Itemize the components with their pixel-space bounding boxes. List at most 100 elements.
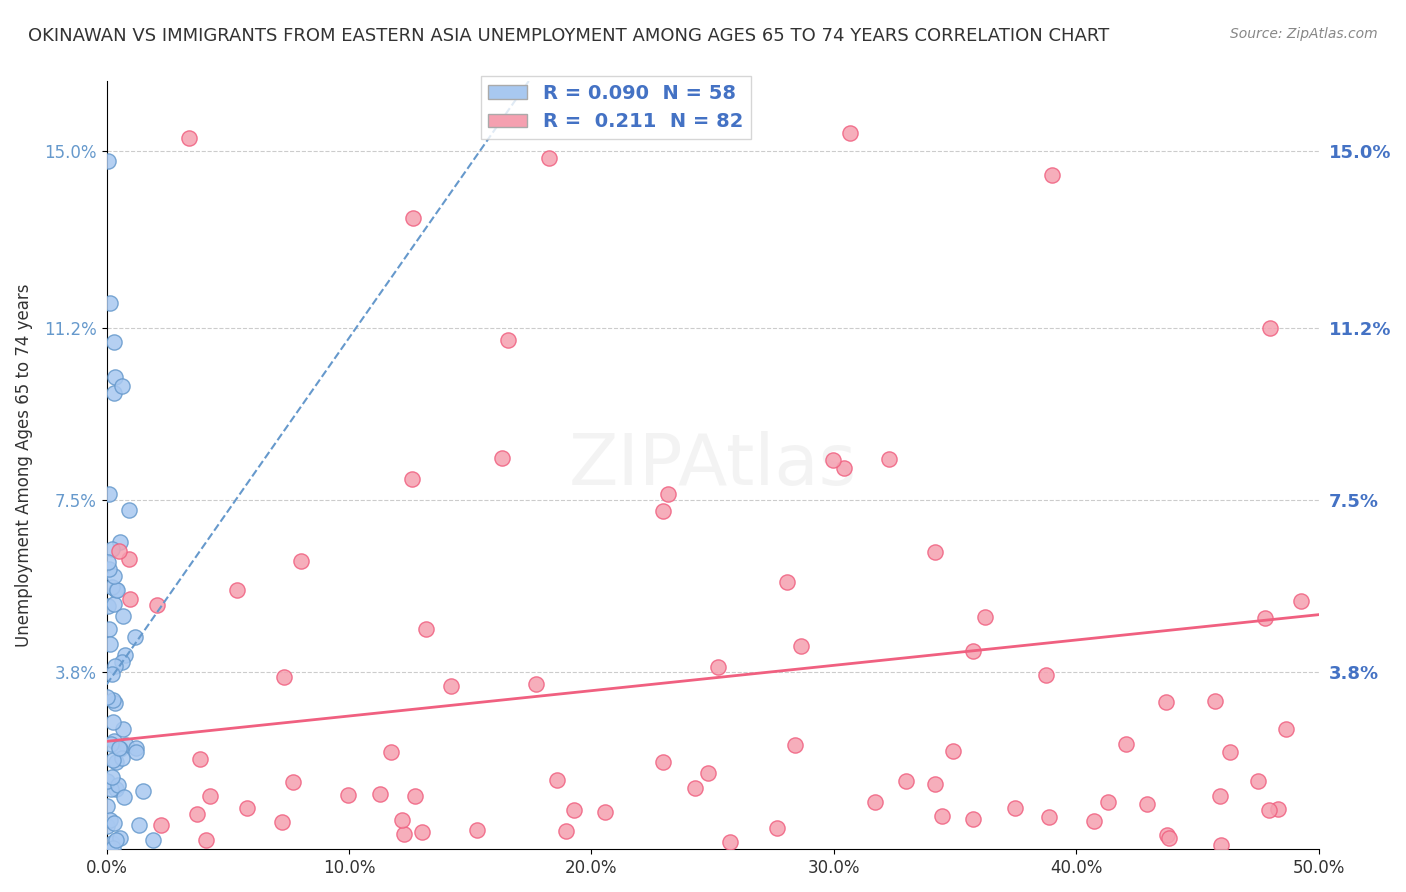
Point xyxy=(105,755,128,769)
Point xyxy=(336,789,359,803)
Point xyxy=(97,555,120,569)
Point xyxy=(1254,611,1277,625)
Point xyxy=(718,835,741,849)
Point xyxy=(101,542,124,557)
Point xyxy=(281,774,304,789)
Point xyxy=(112,722,135,736)
Point xyxy=(440,679,463,693)
Point xyxy=(111,609,134,624)
Point xyxy=(115,738,138,752)
Point xyxy=(103,816,125,830)
Point xyxy=(942,744,965,758)
Point xyxy=(404,789,426,803)
Point xyxy=(1204,694,1226,708)
Point xyxy=(188,752,211,766)
Point xyxy=(1004,800,1026,814)
Point xyxy=(1035,668,1057,682)
Text: OKINAWAN VS IMMIGRANTS FROM EASTERN ASIA UNEMPLOYMENT AMONG AGES 65 TO 74 YEARS : OKINAWAN VS IMMIGRANTS FROM EASTERN ASIA… xyxy=(28,27,1109,45)
Point xyxy=(1157,830,1180,845)
Point xyxy=(132,784,155,798)
Point xyxy=(97,599,120,614)
Point xyxy=(823,452,845,467)
Point xyxy=(555,824,578,838)
Point xyxy=(104,369,127,384)
Point xyxy=(112,789,135,804)
Point xyxy=(100,782,122,797)
Point xyxy=(104,833,127,847)
Point xyxy=(593,805,616,820)
Point xyxy=(107,778,129,792)
Point xyxy=(96,819,118,833)
Point xyxy=(96,798,118,813)
Point xyxy=(651,755,673,769)
Point xyxy=(838,126,860,140)
Point xyxy=(198,789,221,803)
Point xyxy=(290,553,312,567)
Point xyxy=(1209,789,1232,804)
Point xyxy=(100,737,122,751)
Point xyxy=(1097,795,1119,809)
Point xyxy=(101,667,124,681)
Point xyxy=(107,543,129,558)
Point xyxy=(103,841,125,855)
Point xyxy=(111,655,134,669)
Point xyxy=(496,333,519,347)
Point xyxy=(391,813,413,827)
Point xyxy=(1247,774,1270,789)
Point xyxy=(1267,802,1289,816)
Point xyxy=(924,776,946,790)
Point xyxy=(401,472,423,486)
Point xyxy=(124,630,146,644)
Point xyxy=(415,623,437,637)
Point xyxy=(524,676,547,690)
Point xyxy=(790,639,813,653)
Point xyxy=(832,461,855,475)
Text: ZIPAtlas: ZIPAtlas xyxy=(568,431,856,500)
Point xyxy=(100,296,122,310)
Point xyxy=(104,659,127,673)
Point xyxy=(896,773,918,788)
Point xyxy=(1038,810,1060,824)
Point xyxy=(765,821,787,835)
Point xyxy=(101,693,124,707)
Point xyxy=(1219,745,1241,759)
Point xyxy=(380,746,402,760)
Point xyxy=(491,450,513,465)
Point xyxy=(101,580,124,594)
Point xyxy=(1040,168,1063,182)
Point xyxy=(146,598,169,612)
Point xyxy=(103,734,125,748)
Point xyxy=(195,833,218,847)
Point xyxy=(118,552,141,566)
Point xyxy=(1258,321,1281,335)
Point xyxy=(1258,803,1281,817)
Point xyxy=(562,803,585,817)
Text: Source: ZipAtlas.com: Source: ZipAtlas.com xyxy=(1230,27,1378,41)
Point xyxy=(931,809,953,823)
Point xyxy=(111,751,134,765)
Point xyxy=(98,562,121,576)
Point xyxy=(96,153,118,168)
Point xyxy=(117,502,139,516)
Point xyxy=(108,741,131,756)
Point xyxy=(108,830,131,845)
Point xyxy=(149,818,172,832)
Point xyxy=(98,622,121,636)
Point xyxy=(465,822,488,837)
Point xyxy=(128,818,150,832)
Point xyxy=(104,583,127,598)
Point xyxy=(100,636,122,650)
Point xyxy=(236,801,259,815)
Point xyxy=(683,780,706,795)
Point xyxy=(103,335,125,350)
Point xyxy=(696,766,718,780)
Point xyxy=(103,569,125,583)
Legend: R = 0.090  N = 58, R =  0.211  N = 82: R = 0.090 N = 58, R = 0.211 N = 82 xyxy=(481,76,751,139)
Point xyxy=(1154,695,1177,709)
Point xyxy=(392,827,415,841)
Point xyxy=(98,487,121,501)
Point xyxy=(101,836,124,850)
Point xyxy=(114,648,136,663)
Point xyxy=(537,152,560,166)
Point xyxy=(107,741,129,756)
